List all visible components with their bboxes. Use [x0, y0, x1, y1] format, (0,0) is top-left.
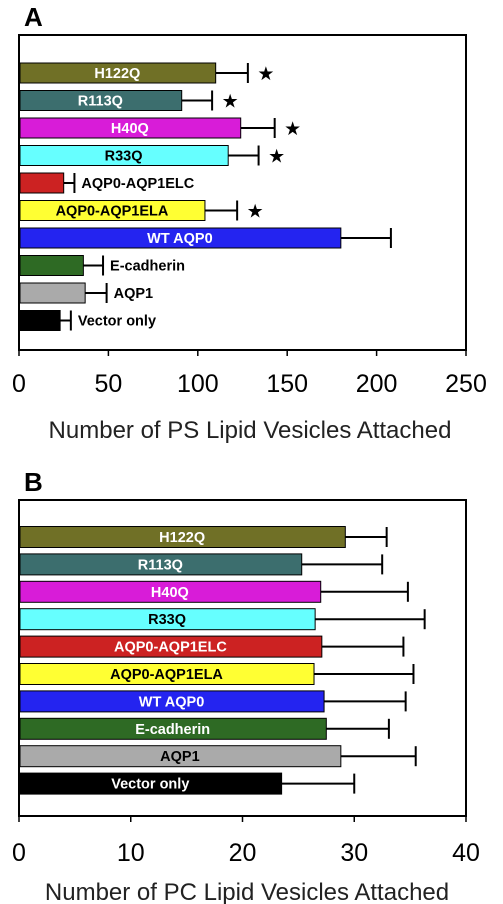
panel-a-bar-label-aqp0-aqp1ela: AQP0-AQP1ELA — [56, 204, 169, 220]
panel-a-bar-label-aqp1: AQP1 — [114, 286, 154, 302]
panel-a-bar-label-h40q: H40Q — [111, 121, 149, 137]
panel-letter-b: B — [24, 467, 43, 497]
panel-a-x-tick-label: 0 — [12, 370, 26, 398]
panel-b-bar-label-e-cadherin: E-cadherin — [135, 722, 210, 738]
panel-a-bar-label-vector-only: Vector only — [78, 314, 156, 330]
panel-a-significance-star-aqp0-aqp1ela: ★ — [247, 201, 264, 223]
panel-b-bar-label-wt-aqp0: WT AQP0 — [139, 694, 205, 710]
panel-a-significance-star-r113q: ★ — [222, 91, 239, 113]
panel-a-plot-frame — [18, 34, 467, 351]
panel-b-x-tick-label: 30 — [340, 839, 368, 867]
panel-b-bar-label-aqp0-aqp1ela: AQP0-AQP1ELA — [110, 667, 223, 683]
panel-a-significance-star-r33q: ★ — [268, 146, 285, 168]
panel-b-bar-label-aqp0-aqp1elc: AQP0-AQP1ELC — [114, 640, 227, 656]
panel-b-x-axis-title: Number of PC Lipid Vesicles Attached — [45, 879, 449, 904]
panel-a-bar-label-r33q: R33Q — [105, 149, 143, 165]
panel-a-bar-label-h122q: H122Q — [94, 66, 140, 82]
panel-a-bar-vector-only — [19, 310, 61, 331]
panel-b-bar-label-vector-only: Vector only — [111, 777, 189, 793]
panel-a-x-tick-label: 100 — [177, 370, 219, 398]
panel-b-x-tick-label: 40 — [452, 839, 480, 867]
panel-b-bar-label-r33q: R33Q — [148, 612, 186, 628]
panel-a-bar-label-wt-aqp0: WT AQP0 — [147, 231, 213, 247]
panel-b-bar-label-h122q: H122Q — [159, 530, 205, 546]
panel-a-bar-label-e-cadherin: E-cadherin — [110, 259, 185, 275]
panel-a-bar-aqp0-aqp1elc — [19, 172, 65, 194]
panel-a-bar-label-r113q: R113Q — [78, 94, 123, 110]
panel-a-x-tick-label: 150 — [266, 370, 308, 398]
panel-b-bar-label-aqp1: AQP1 — [160, 749, 200, 765]
panel-a-bar-aqp1 — [19, 282, 86, 304]
panel-a-x-tick-label: 50 — [94, 370, 122, 398]
panel-b-x-tick-label: 10 — [117, 839, 145, 867]
panel-a-bar-e-cadherin — [19, 255, 84, 276]
panel-b-chart: 0 10 20 30 40 H122Q R113Q H40Q R33Q AQP0-AQP1ELC A… — [12, 526, 480, 867]
panel-a-bar-label-aqp0-aqp1elc: AQP0-AQP1ELC — [81, 176, 194, 192]
panel-a-chart: 0 50 100 150 200 250 H122Q ★ R113Q ★ H40Q ★ R33Q ★ AQP… — [12, 62, 487, 398]
panel-a-significance-star-h122q: ★ — [257, 63, 274, 85]
panel-letter-a: A — [24, 2, 43, 32]
panel-a-x-tick-label: 200 — [356, 370, 398, 398]
panel-a-x-tick-label: 250 — [445, 370, 487, 398]
panel-b-bar-label-r113q: R113Q — [138, 557, 183, 573]
panel-a-x-axis-title: Number of PS Lipid Vesicles Attached — [49, 417, 452, 444]
panel-b-x-tick-label: 0 — [12, 839, 26, 867]
panel-b-bar-label-h40q: H40Q — [151, 585, 189, 601]
panel-b-x-tick-label: 20 — [229, 839, 257, 867]
panel-a-significance-star-h40q: ★ — [284, 118, 301, 140]
